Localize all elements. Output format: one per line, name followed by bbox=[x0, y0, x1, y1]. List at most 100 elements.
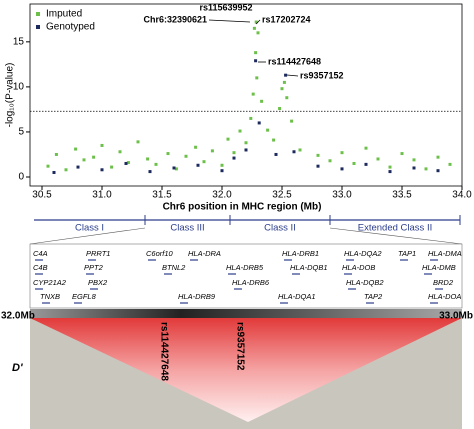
point bbox=[202, 160, 206, 164]
point bbox=[328, 159, 332, 163]
x-tick-label: 31.5 bbox=[152, 190, 172, 201]
gene-label: HLA-DRB1 bbox=[282, 249, 319, 258]
point bbox=[64, 168, 68, 172]
gene-label: PPT2 bbox=[84, 263, 104, 272]
point bbox=[298, 148, 302, 152]
y-tick-label: 15 bbox=[13, 36, 25, 47]
gene-label: PRRT1 bbox=[86, 249, 110, 258]
point bbox=[92, 155, 96, 159]
point bbox=[285, 96, 289, 100]
gene-label: C4A bbox=[33, 249, 48, 258]
gene-label: BTNL2 bbox=[162, 263, 186, 272]
point bbox=[292, 150, 296, 154]
point bbox=[174, 167, 178, 171]
point bbox=[316, 164, 320, 168]
gene-label: HLA-DMB bbox=[422, 263, 456, 272]
annotation: rs115639952 bbox=[199, 2, 252, 12]
x-tick-label: 30.5 bbox=[32, 190, 52, 201]
point bbox=[194, 145, 198, 149]
gene-label: HLA-DRB9 bbox=[178, 292, 216, 301]
point bbox=[412, 166, 416, 170]
point bbox=[436, 155, 440, 159]
point bbox=[244, 141, 248, 145]
gene-label: HLA-DQB2 bbox=[346, 278, 384, 287]
gene-label: BRD2 bbox=[433, 278, 454, 287]
point bbox=[436, 169, 440, 173]
point bbox=[352, 161, 356, 165]
legend-label: Imputed bbox=[46, 9, 82, 20]
gene-box bbox=[29, 243, 463, 309]
point bbox=[110, 165, 114, 169]
point bbox=[136, 140, 140, 144]
point bbox=[280, 87, 284, 91]
point bbox=[256, 31, 260, 35]
gene-label: HLA-DQA2 bbox=[344, 249, 382, 258]
region-label: Class III bbox=[170, 223, 204, 234]
x-tick-label: 34.0 bbox=[452, 190, 472, 201]
ld-right-label: 33.0Mb bbox=[439, 311, 473, 322]
region-label: Class I bbox=[75, 223, 104, 234]
gene-label: C6orf10 bbox=[146, 249, 174, 258]
point bbox=[196, 163, 200, 167]
point bbox=[146, 157, 150, 161]
x-tick-label: 32.5 bbox=[272, 190, 292, 201]
point bbox=[274, 152, 278, 156]
point bbox=[340, 151, 344, 155]
point bbox=[82, 158, 86, 162]
gene-label: HLA-DOA bbox=[428, 292, 461, 301]
zoom-line bbox=[29, 227, 146, 245]
ld-left-label: 32.0Mb bbox=[1, 311, 35, 322]
point bbox=[278, 107, 282, 111]
point bbox=[232, 151, 236, 155]
annotation: rs114427648 bbox=[268, 56, 321, 66]
ld-y-label: D' bbox=[12, 362, 23, 374]
annotation-leader bbox=[208, 19, 251, 23]
point bbox=[148, 170, 152, 174]
ld-heatmap bbox=[30, 318, 462, 422]
gene-label: HLA-DOB bbox=[342, 263, 375, 272]
point bbox=[255, 76, 259, 80]
gene-label: HLA-DMA bbox=[428, 249, 462, 258]
point bbox=[412, 158, 416, 162]
y-tick-label: 5 bbox=[18, 127, 24, 138]
point bbox=[232, 156, 236, 160]
point bbox=[74, 147, 78, 151]
gene-label: HLA-DQB1 bbox=[290, 263, 328, 272]
point bbox=[252, 26, 256, 30]
annotation: rs17202724 bbox=[262, 14, 311, 24]
gene-label: C4B bbox=[33, 263, 48, 272]
point bbox=[254, 51, 258, 55]
x-tick-label: 32.0 bbox=[212, 190, 232, 201]
x-axis-label: Chr6 position in MHC region (Mb) bbox=[163, 202, 322, 213]
point bbox=[316, 153, 320, 157]
point bbox=[400, 152, 404, 156]
legend-label: Genotyped bbox=[46, 22, 95, 33]
point bbox=[118, 150, 122, 154]
gene-label: TAP1 bbox=[398, 249, 416, 258]
point bbox=[364, 162, 368, 166]
x-tick-label: 33.5 bbox=[392, 190, 412, 201]
ld-position-bar bbox=[30, 309, 462, 318]
y-tick-label: 0 bbox=[18, 172, 24, 183]
point bbox=[249, 116, 253, 120]
point bbox=[254, 59, 258, 63]
point bbox=[126, 161, 130, 165]
x-tick-label: 33.0 bbox=[332, 190, 352, 201]
point bbox=[388, 165, 392, 169]
region-label: Extended Class II bbox=[358, 223, 432, 234]
point bbox=[257, 121, 261, 125]
annotation-leader bbox=[286, 74, 299, 77]
gene-label: HLA-DRB6 bbox=[232, 278, 270, 287]
point bbox=[124, 161, 128, 165]
point bbox=[172, 166, 176, 170]
point bbox=[251, 92, 255, 96]
point bbox=[376, 157, 380, 161]
point bbox=[238, 129, 242, 133]
point bbox=[154, 162, 158, 166]
point bbox=[364, 146, 368, 150]
annotation: Chr6:32390621 bbox=[143, 14, 207, 24]
point bbox=[54, 152, 58, 156]
point bbox=[284, 73, 288, 77]
gene-label: PBX2 bbox=[88, 278, 108, 287]
point bbox=[184, 154, 188, 158]
